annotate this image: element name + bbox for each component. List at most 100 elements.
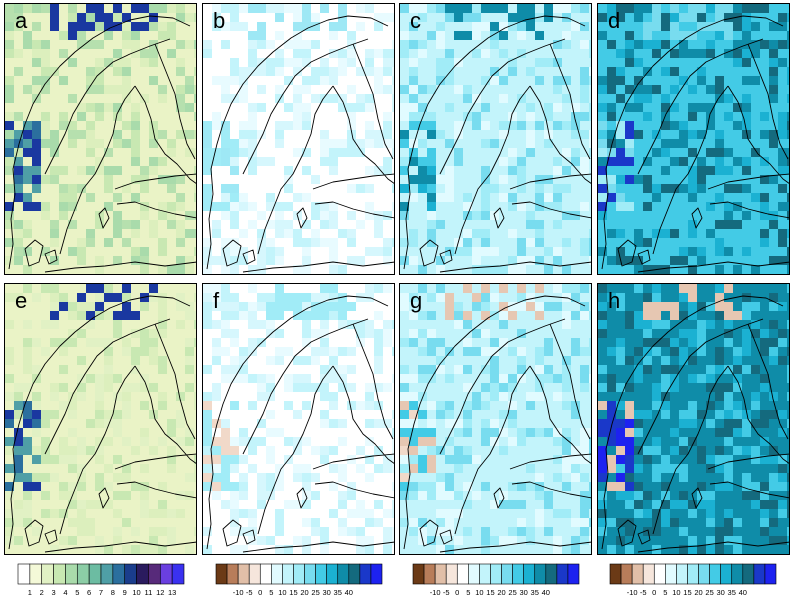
- grid-cell: [113, 58, 122, 67]
- grid-cell: [203, 320, 212, 329]
- grid-cell: [203, 455, 212, 464]
- legend-swatch: [545, 563, 558, 585]
- grid-cell: [266, 374, 275, 383]
- legend-tick-label: 10: [475, 588, 483, 597]
- grid-cell: [41, 76, 50, 85]
- grid-cell: [230, 238, 239, 247]
- coastline: [242, 249, 256, 265]
- grid-cell: [535, 274, 544, 275]
- grid-cell: [427, 175, 436, 184]
- map-panel-d: d: [597, 3, 790, 275]
- grid-cell: [14, 175, 23, 184]
- grid-cell: [365, 329, 374, 338]
- grid-cell: [445, 184, 454, 193]
- grid-cell: [445, 419, 454, 428]
- grid-cell: [149, 329, 158, 338]
- grid-cell: [751, 193, 760, 202]
- grid-cell: [203, 184, 212, 193]
- grid-cell: [679, 284, 688, 293]
- grid-cell: [14, 392, 23, 401]
- grid-cell: [131, 383, 140, 392]
- grid-cell: [347, 365, 356, 374]
- grid-cell: [616, 464, 625, 473]
- grid-cell: [356, 22, 365, 31]
- grid-cell: [86, 311, 95, 320]
- grid-cell: [131, 311, 140, 320]
- grid-cell: [760, 130, 769, 139]
- grid-cell: [553, 85, 562, 94]
- legend-swatch: [29, 563, 43, 585]
- grid-cell: [104, 500, 113, 509]
- grid-cell: [113, 49, 122, 58]
- grid-cell: [553, 302, 562, 311]
- grid-cell: [526, 482, 535, 491]
- grid-cell: [77, 392, 86, 401]
- legend-tick-label: 30: [519, 588, 527, 597]
- grid-cell: [23, 491, 32, 500]
- grid-cell: [670, 311, 679, 320]
- grid-cell: [122, 554, 131, 555]
- grid-cell: [284, 220, 293, 229]
- grid-cell: [427, 121, 436, 130]
- grid-cell: [5, 166, 14, 175]
- grid-cell: [724, 401, 733, 410]
- grid-cell: [643, 112, 652, 121]
- grid-cell: [131, 112, 140, 121]
- grid-cell: [445, 302, 454, 311]
- grid-cell: [481, 139, 490, 148]
- grid-cell: [284, 374, 293, 383]
- grid-cell: [392, 58, 394, 67]
- grid-cell: [311, 211, 320, 220]
- grid-cell: [68, 193, 77, 202]
- grid-cell: [221, 193, 230, 202]
- grid-cell: [59, 202, 68, 211]
- grid-cell: [140, 374, 149, 383]
- grid-cell: [706, 455, 715, 464]
- grid-cell: [104, 482, 113, 491]
- grid-cell: [14, 536, 23, 545]
- grid-cell: [131, 40, 140, 49]
- grid-cell: [68, 94, 77, 103]
- grid-cell: [571, 536, 580, 545]
- grid-cell: [257, 320, 266, 329]
- grid-cell: [392, 500, 394, 509]
- grid-cell: [140, 211, 149, 220]
- panel-label-c: c: [410, 8, 421, 33]
- grid-cell: [131, 365, 140, 374]
- grid-cell: [517, 356, 526, 365]
- grid-cell: [418, 482, 427, 491]
- grid-cell: [221, 94, 230, 103]
- grid-cell: [365, 401, 374, 410]
- grid-cell: [329, 392, 338, 401]
- grid-cell: [365, 58, 374, 67]
- grid-cell: [311, 229, 320, 238]
- grid-cell: [409, 184, 418, 193]
- legend-swatch: [631, 563, 644, 585]
- grid-cell: [32, 76, 41, 85]
- map-panel-g: g: [399, 283, 592, 555]
- grid-cell: [787, 365, 789, 374]
- grid-cell: [517, 31, 526, 40]
- grid-cell: [481, 211, 490, 220]
- grid-cell: [77, 518, 86, 527]
- grid-cell: [472, 4, 481, 13]
- legend-swatch: [370, 563, 383, 585]
- coastline: [332, 365, 394, 464]
- legend-swatch: [136, 563, 149, 585]
- grid-cell: [5, 256, 14, 265]
- grid-cell: [616, 121, 625, 130]
- grid-cell: [400, 338, 409, 347]
- legend-tick-label: -5: [640, 588, 647, 597]
- grid-cell: [221, 202, 230, 211]
- grid-cell: [158, 238, 167, 247]
- grid-cell: [320, 148, 329, 157]
- grid-cell: [778, 13, 787, 22]
- grid-cell: [212, 473, 221, 482]
- grid-cell: [436, 58, 445, 67]
- coastline: [709, 201, 789, 219]
- grid-cell: [392, 40, 394, 49]
- grid-cell: [535, 365, 544, 374]
- grid-cell: [86, 238, 95, 247]
- grid-cell: [697, 67, 706, 76]
- legend-swatch: [609, 563, 622, 585]
